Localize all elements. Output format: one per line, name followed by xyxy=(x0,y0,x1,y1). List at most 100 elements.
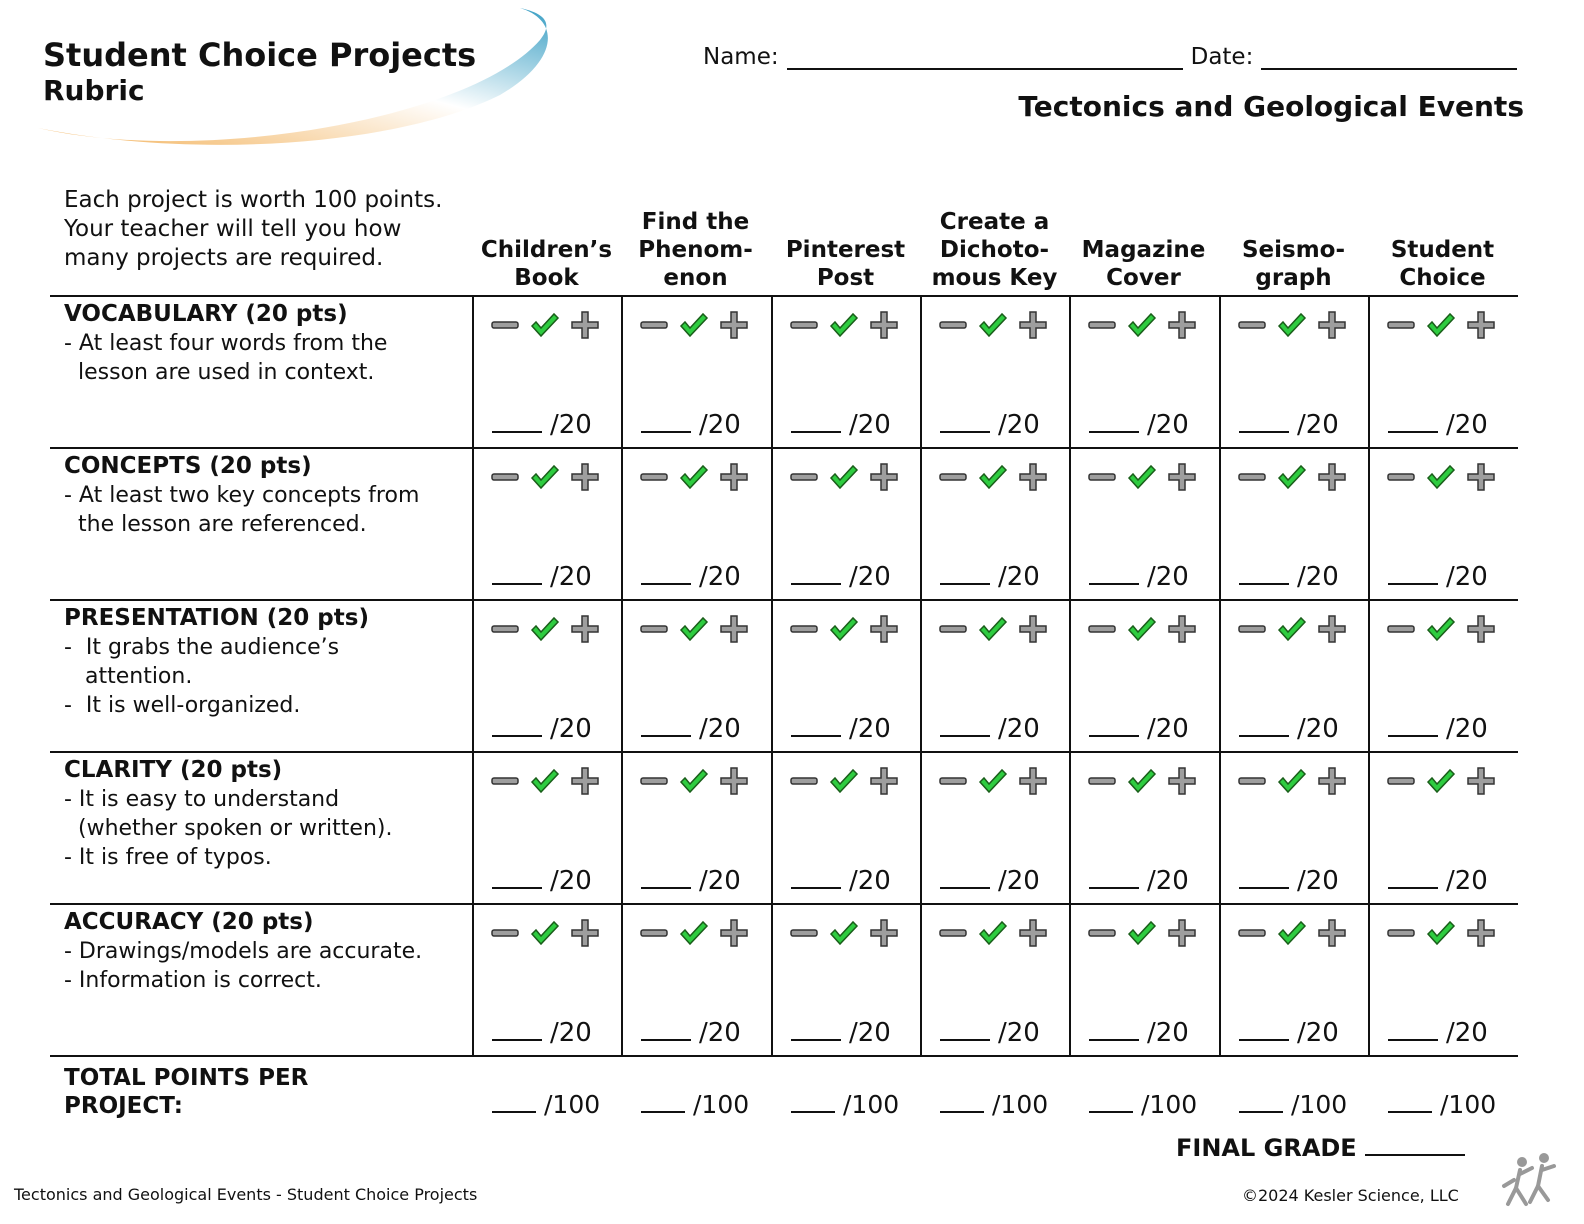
score-blank[interactable] xyxy=(1089,1039,1139,1041)
score-blank[interactable] xyxy=(940,1039,990,1041)
check-icon[interactable] xyxy=(1426,766,1456,796)
score-field[interactable]: /20 xyxy=(1239,866,1339,896)
plus-icon[interactable] xyxy=(1167,918,1197,948)
plus-icon[interactable] xyxy=(570,614,600,644)
check-icon[interactable] xyxy=(1277,766,1307,796)
score-field[interactable]: /20 xyxy=(641,866,741,896)
score-blank[interactable] xyxy=(492,887,542,889)
score-field[interactable]: /20 xyxy=(641,410,741,440)
score-blank[interactable] xyxy=(940,735,990,737)
score-blank[interactable] xyxy=(791,887,841,889)
plus-icon[interactable] xyxy=(869,462,899,492)
plus-icon[interactable] xyxy=(1018,310,1048,340)
plus-icon[interactable] xyxy=(1317,918,1347,948)
check-icon[interactable] xyxy=(978,766,1008,796)
check-icon[interactable] xyxy=(1127,614,1157,644)
plus-icon[interactable] xyxy=(1167,310,1197,340)
minus-icon[interactable] xyxy=(1087,614,1117,644)
score-field[interactable]: /20 xyxy=(1239,1018,1339,1048)
minus-icon[interactable] xyxy=(639,766,669,796)
check-icon[interactable] xyxy=(1127,766,1157,796)
plus-icon[interactable] xyxy=(1167,766,1197,796)
name-field[interactable] xyxy=(786,42,1183,70)
score-field[interactable]: /20 xyxy=(492,714,592,744)
check-icon[interactable] xyxy=(1277,462,1307,492)
score-field[interactable]: /20 xyxy=(940,866,1040,896)
score-field[interactable]: /20 xyxy=(1089,1018,1189,1048)
score-blank[interactable] xyxy=(492,735,542,737)
minus-icon[interactable] xyxy=(1386,766,1416,796)
check-icon[interactable] xyxy=(679,462,709,492)
score-field[interactable]: /20 xyxy=(940,562,1040,592)
plus-icon[interactable] xyxy=(1018,462,1048,492)
score-blank[interactable] xyxy=(492,1039,542,1041)
total-score-field[interactable]: /100 xyxy=(940,1090,1048,1119)
score-field[interactable]: /20 xyxy=(1089,714,1189,744)
check-icon[interactable] xyxy=(1127,462,1157,492)
total-blank[interactable] xyxy=(1089,1111,1133,1113)
score-field[interactable]: /20 xyxy=(940,410,1040,440)
minus-icon[interactable] xyxy=(1087,462,1117,492)
score-field[interactable]: /20 xyxy=(1089,866,1189,896)
score-field[interactable]: /20 xyxy=(641,562,741,592)
score-field[interactable]: /20 xyxy=(641,1018,741,1048)
score-field[interactable]: /20 xyxy=(641,714,741,744)
plus-icon[interactable] xyxy=(1466,462,1496,492)
minus-icon[interactable] xyxy=(1237,766,1267,796)
minus-icon[interactable] xyxy=(938,310,968,340)
total-blank[interactable] xyxy=(492,1111,536,1113)
minus-icon[interactable] xyxy=(490,310,520,340)
plus-icon[interactable] xyxy=(1466,918,1496,948)
score-blank[interactable] xyxy=(641,583,691,585)
score-blank[interactable] xyxy=(1089,431,1139,433)
check-icon[interactable] xyxy=(829,766,859,796)
score-field[interactable]: /20 xyxy=(940,714,1040,744)
plus-icon[interactable] xyxy=(869,310,899,340)
plus-icon[interactable] xyxy=(719,462,749,492)
score-field[interactable]: /20 xyxy=(492,562,592,592)
minus-icon[interactable] xyxy=(490,614,520,644)
total-score-field[interactable]: /100 xyxy=(492,1090,600,1119)
check-icon[interactable] xyxy=(1277,918,1307,948)
check-icon[interactable] xyxy=(1426,310,1456,340)
score-field[interactable]: /20 xyxy=(492,410,592,440)
check-icon[interactable] xyxy=(530,766,560,796)
check-icon[interactable] xyxy=(978,462,1008,492)
total-score-field[interactable]: /100 xyxy=(1239,1090,1347,1119)
minus-icon[interactable] xyxy=(639,462,669,492)
score-blank[interactable] xyxy=(1239,887,1289,889)
score-blank[interactable] xyxy=(791,1039,841,1041)
minus-icon[interactable] xyxy=(1237,462,1267,492)
minus-icon[interactable] xyxy=(938,766,968,796)
total-score-field[interactable]: /100 xyxy=(1388,1090,1496,1119)
score-blank[interactable] xyxy=(641,431,691,433)
check-icon[interactable] xyxy=(829,918,859,948)
minus-icon[interactable] xyxy=(1386,918,1416,948)
minus-icon[interactable] xyxy=(490,766,520,796)
score-blank[interactable] xyxy=(492,583,542,585)
plus-icon[interactable] xyxy=(1466,614,1496,644)
score-field[interactable]: /20 xyxy=(1089,410,1189,440)
plus-icon[interactable] xyxy=(570,918,600,948)
score-blank[interactable] xyxy=(641,887,691,889)
score-blank[interactable] xyxy=(940,583,990,585)
check-icon[interactable] xyxy=(1127,918,1157,948)
check-icon[interactable] xyxy=(829,462,859,492)
score-blank[interactable] xyxy=(1388,1039,1438,1041)
check-icon[interactable] xyxy=(679,766,709,796)
score-field[interactable]: /20 xyxy=(1388,410,1488,440)
total-score-field[interactable]: /100 xyxy=(791,1090,899,1119)
plus-icon[interactable] xyxy=(1317,614,1347,644)
score-blank[interactable] xyxy=(1239,583,1289,585)
score-blank[interactable] xyxy=(791,735,841,737)
check-icon[interactable] xyxy=(1426,918,1456,948)
score-blank[interactable] xyxy=(1388,431,1438,433)
minus-icon[interactable] xyxy=(789,462,819,492)
total-blank[interactable] xyxy=(940,1111,984,1113)
plus-icon[interactable] xyxy=(1466,310,1496,340)
plus-icon[interactable] xyxy=(869,614,899,644)
check-icon[interactable] xyxy=(1127,310,1157,340)
date-field[interactable] xyxy=(1261,42,1518,70)
score-blank[interactable] xyxy=(1089,735,1139,737)
check-icon[interactable] xyxy=(679,918,709,948)
